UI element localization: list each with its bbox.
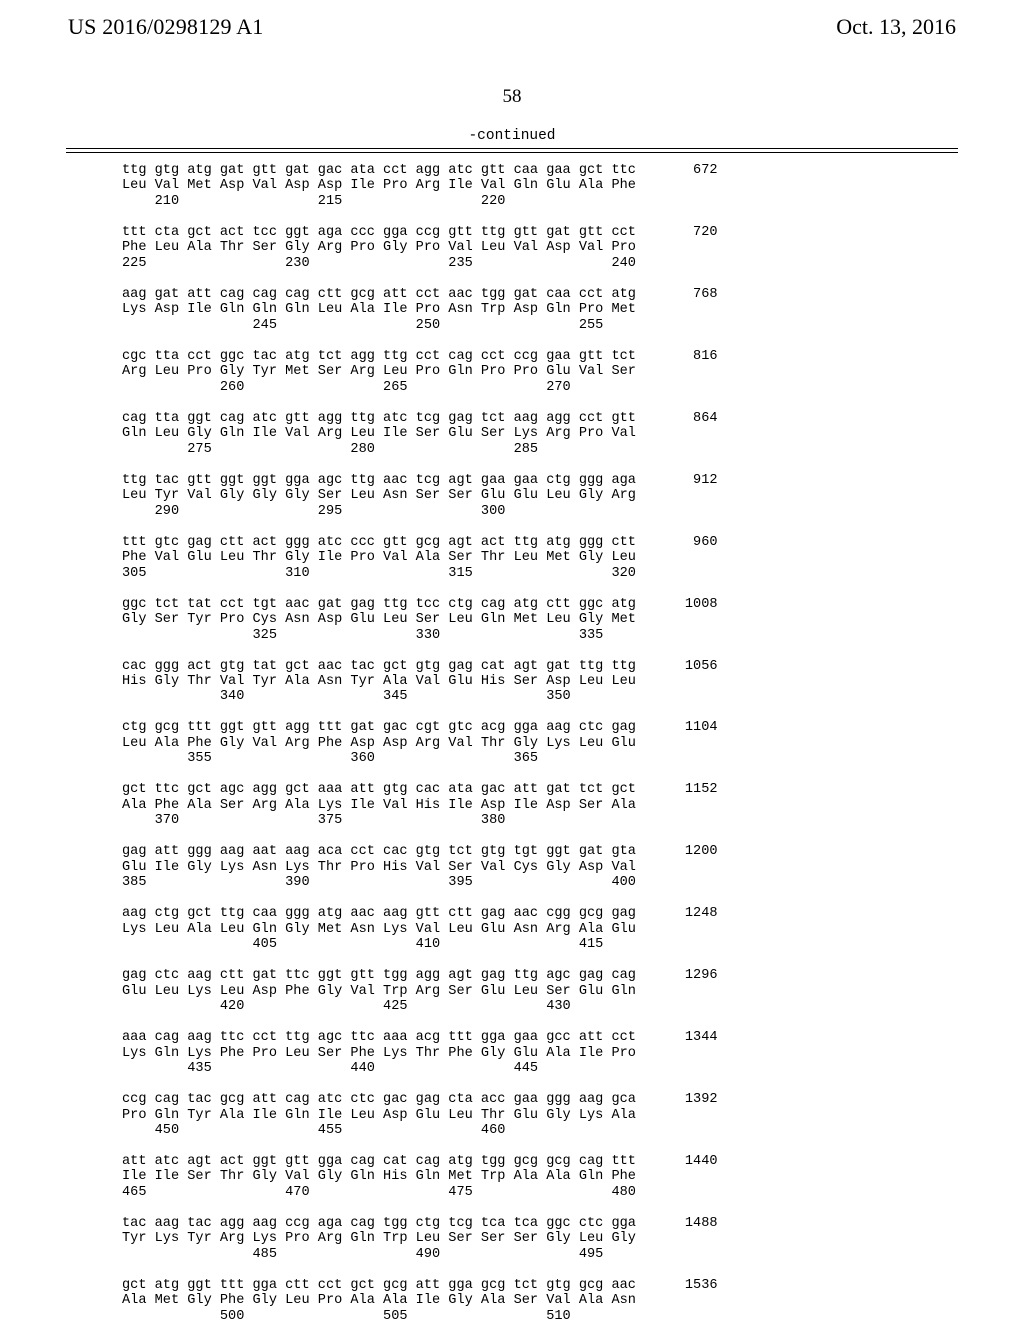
rule-top bbox=[66, 148, 958, 149]
rule-bottom bbox=[66, 152, 958, 153]
sequence-listing: ttg gtg atg gat gtt gat gac ata cct agg … bbox=[122, 163, 1024, 1324]
page-number: 58 bbox=[0, 86, 1024, 108]
continued-label: -continued bbox=[0, 128, 1024, 144]
page-header: US 2016/0298129 A1 Oct. 13, 2016 bbox=[0, 0, 1024, 58]
publication-date: Oct. 13, 2016 bbox=[836, 14, 956, 40]
publication-number: US 2016/0298129 A1 bbox=[68, 14, 264, 40]
